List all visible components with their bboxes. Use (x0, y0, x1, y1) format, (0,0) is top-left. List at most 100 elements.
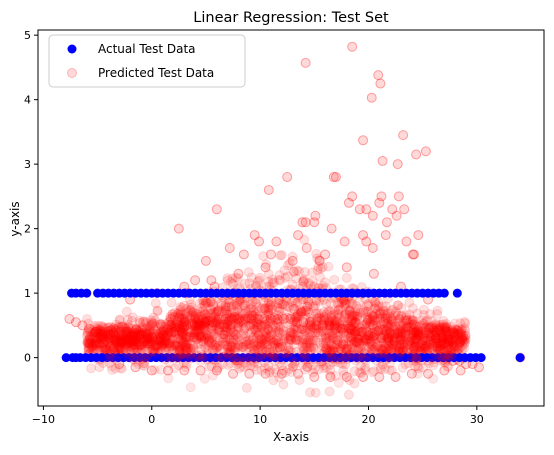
predicted-point (257, 335, 268, 346)
predicted-point (131, 324, 142, 335)
predicted-point (193, 324, 204, 335)
predicted-point (197, 306, 208, 317)
predicted-point (326, 316, 337, 327)
predicted-point (379, 330, 390, 341)
predicted-point (310, 210, 321, 221)
predicted-point (347, 315, 358, 326)
predicted-point (449, 340, 460, 351)
predicted-point (159, 332, 170, 343)
legend-marker-predicted (67, 68, 77, 78)
predicted-point (123, 337, 134, 348)
predicted-point (125, 326, 136, 337)
predicted-point (274, 372, 285, 383)
predicted-point (177, 320, 188, 331)
predicted-point (400, 316, 411, 327)
predicted-point (94, 328, 105, 339)
predicted-point (130, 336, 141, 347)
predicted-point (263, 308, 274, 319)
predicted-point (420, 322, 431, 333)
predicted-point (301, 242, 312, 253)
predicted-point (375, 313, 386, 324)
predicted-point (204, 336, 215, 347)
predicted-point (104, 338, 115, 349)
predicted-point (223, 301, 234, 312)
predicted-point (135, 325, 146, 336)
predicted-point (381, 310, 392, 321)
predicted-point (141, 329, 152, 340)
predicted-point (97, 330, 108, 341)
predicted-point (397, 320, 408, 331)
predicted-point (208, 312, 219, 323)
predicted-point (320, 338, 331, 349)
predicted-point (255, 320, 266, 331)
legend-label-predicted: Predicted Test Data (98, 66, 214, 80)
predicted-point (133, 330, 144, 341)
predicted-point (360, 319, 371, 330)
predicted-point (349, 311, 360, 322)
predicted-point (401, 321, 412, 332)
predicted-point (160, 337, 171, 348)
predicted-point (136, 342, 147, 353)
predicted-point (105, 322, 116, 333)
predicted-point (231, 313, 242, 324)
predicted-point (334, 297, 345, 308)
predicted-point (167, 308, 178, 319)
predicted-point (431, 318, 442, 329)
predicted-point (455, 365, 466, 376)
predicted-point (379, 309, 390, 320)
predicted-point (457, 333, 468, 344)
predicted-point (338, 339, 349, 350)
predicted-point (116, 338, 127, 349)
predicted-point (301, 301, 312, 312)
predicted-point (444, 326, 455, 337)
predicted-point (99, 332, 110, 343)
predicted-point (377, 324, 388, 335)
predicted-point (160, 319, 171, 330)
predicted-point (417, 315, 428, 326)
predicted-point (245, 329, 256, 340)
predicted-point (86, 363, 97, 374)
predicted-point (270, 322, 281, 333)
predicted-point (254, 236, 265, 247)
predicted-point (127, 312, 138, 323)
predicted-point (250, 297, 261, 308)
predicted-point (271, 236, 282, 247)
predicted-point (200, 316, 211, 327)
predicted-point (83, 337, 94, 348)
predicted-point (330, 357, 341, 368)
predicted-point (156, 327, 167, 338)
predicted-point (233, 317, 244, 328)
predicted-point (453, 333, 464, 344)
predicted-point (400, 330, 411, 341)
predicted-point (387, 304, 398, 315)
predicted-point (369, 366, 380, 377)
predicted-point (178, 322, 189, 333)
predicted-point (274, 304, 285, 315)
predicted-point (91, 341, 102, 352)
predicted-point (459, 343, 470, 354)
predicted-point (100, 334, 111, 345)
predicted-point (217, 351, 228, 362)
predicted-point (108, 342, 119, 353)
predicted-point (262, 310, 273, 321)
predicted-point (339, 299, 350, 310)
predicted-point (121, 306, 132, 317)
predicted-point (280, 272, 291, 283)
predicted-point (411, 334, 422, 345)
predicted-point (330, 320, 341, 331)
predicted-point (84, 343, 95, 354)
predicted-point (383, 320, 394, 331)
predicted-point (473, 362, 484, 373)
legend: Actual Test Data Predicted Test Data (48, 34, 246, 88)
predicted-point (133, 332, 144, 343)
predicted-point (213, 340, 224, 351)
predicted-point (298, 329, 309, 340)
predicted-point (367, 321, 378, 332)
predicted-point (100, 335, 111, 346)
predicted-point (177, 332, 188, 343)
predicted-point (193, 315, 204, 326)
predicted-point (358, 305, 369, 316)
predicted-point (200, 318, 211, 329)
predicted-point (436, 343, 447, 354)
predicted-point (379, 363, 390, 374)
